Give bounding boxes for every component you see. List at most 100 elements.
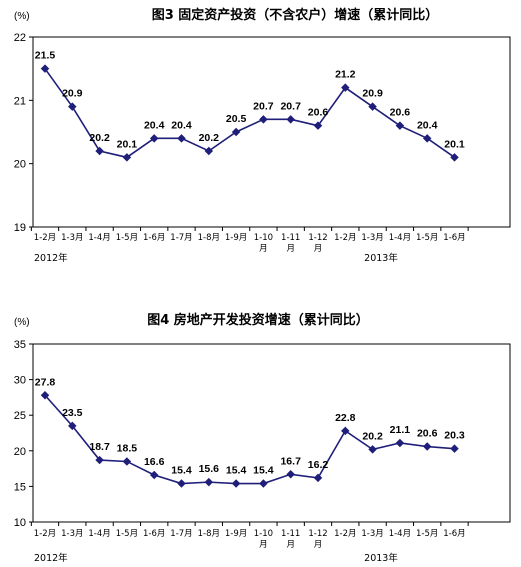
chart2-x-tick-label: 1-5月 bbox=[416, 529, 438, 539]
chart1-data-label: 20.4 bbox=[144, 119, 165, 131]
chart1-x-tick-label-wrap: 月 bbox=[259, 244, 268, 254]
chart1-data-point bbox=[122, 153, 132, 162]
chart2-x-tick-label-wrap: 月 bbox=[314, 540, 323, 550]
chart1-data-label: 20.9 bbox=[62, 88, 83, 100]
chart1-data-point bbox=[368, 102, 377, 111]
chart2-data-label: 16.6 bbox=[144, 456, 165, 468]
chart2-x-tick-label: 1-12 bbox=[308, 529, 327, 539]
chart2-data-point bbox=[450, 444, 459, 453]
chart1-data-label: 20.6 bbox=[390, 107, 411, 119]
chart2-year-label-2013: 2013年 bbox=[364, 552, 398, 564]
chart2-x-tick-label: 1-9月 bbox=[225, 529, 247, 539]
chart1-data-point bbox=[341, 83, 350, 92]
chart1-year-label-2012: 2012年 bbox=[34, 252, 68, 264]
chart1-data-point bbox=[95, 146, 104, 156]
chart2-x-tick-label: 1-6月 bbox=[443, 529, 465, 539]
chart2-x-tick-label: 1-3月 bbox=[361, 529, 383, 539]
chart1-data-label: 20.6 bbox=[308, 107, 329, 119]
chart2-data-label: 15.6 bbox=[199, 463, 220, 475]
chart2-data-point bbox=[122, 457, 132, 466]
chart2-data-label: 20.3 bbox=[444, 430, 465, 442]
chart2-data-label: 20.2 bbox=[362, 430, 383, 442]
chart2-data-label: 16.2 bbox=[308, 459, 329, 471]
chart2-y-tick-label: 15 bbox=[14, 481, 26, 493]
chart2-x-tick-label: 1-6月 bbox=[143, 529, 165, 539]
chart2-data-label: 20.6 bbox=[417, 428, 438, 440]
chart1-x-tick-label: 1-4月 bbox=[389, 233, 411, 243]
chart1-data-label: 20.5 bbox=[226, 113, 247, 125]
chart2-data-point bbox=[286, 470, 295, 479]
chart1-data-point bbox=[231, 127, 241, 137]
chart2-data-point bbox=[231, 479, 241, 488]
chart2-x-tick-label-wrap: 月 bbox=[286, 540, 295, 550]
chart1-x-tick-label: 1-5月 bbox=[116, 233, 138, 243]
chart2-data-label: 15.4 bbox=[226, 465, 247, 477]
chart1-x-tick-label: 1-6月 bbox=[443, 233, 465, 243]
chart1-data-label: 20.2 bbox=[199, 132, 220, 144]
chart1-x-tick-label: 1-8月 bbox=[198, 233, 220, 243]
chart1-data-label: 20.1 bbox=[444, 138, 465, 150]
chart1-title: 图3 固定资产投资（不含农户）增速（累计同比） bbox=[152, 7, 439, 23]
chart2-x-tick-label: 1-11 bbox=[281, 529, 300, 539]
chart1-data-label: 20.7 bbox=[253, 100, 274, 112]
chart1-data-point bbox=[286, 115, 295, 124]
chart1-data-label: 20.4 bbox=[417, 119, 438, 131]
chart1-x-tick-label: 1-3月 bbox=[361, 233, 383, 243]
chart2-x-tick-label: 1-2月 bbox=[334, 529, 356, 539]
chart1-data-label: 20.4 bbox=[171, 119, 192, 131]
chart2-data-point bbox=[341, 426, 350, 436]
chart2-title: 图4 房地产开发投资增速（累计同比） bbox=[147, 312, 369, 328]
chart1-x-tick-label: 1-10 bbox=[254, 233, 273, 243]
chart2-x-tick-label: 1-4月 bbox=[389, 529, 411, 539]
chart2-y-tick-label: 10 bbox=[14, 517, 26, 529]
chart1-x-tick-label: 1-7月 bbox=[170, 233, 192, 243]
chart2-x-tick-label-wrap: 月 bbox=[259, 540, 268, 550]
chart2-data-point bbox=[149, 470, 159, 480]
chart1-data-point bbox=[259, 115, 268, 124]
chart2-y-tick-label: 35 bbox=[14, 339, 26, 351]
chart1-x-tick-label: 1-11 bbox=[281, 233, 300, 243]
chart2-data-label: 16.7 bbox=[280, 455, 301, 467]
chart1-data-label: 20.7 bbox=[280, 100, 301, 112]
chart2-data-label: 22.8 bbox=[335, 412, 356, 424]
chart1-data-label: 20.2 bbox=[89, 132, 110, 144]
chart1-series-line bbox=[44, 68, 455, 159]
chart1-x-tick-label: 1-2月 bbox=[334, 233, 356, 243]
chart1-data-point bbox=[313, 121, 323, 130]
chart2-data-point bbox=[313, 473, 323, 483]
chart1-data-label: 21.2 bbox=[335, 69, 356, 81]
chart1-year-label-2013: 2013年 bbox=[364, 252, 398, 264]
chart2-x-tick-label: 1-4月 bbox=[88, 529, 110, 539]
chart1-y-tick-label: 19 bbox=[14, 222, 26, 234]
chart2-plot-frame bbox=[32, 343, 511, 523]
chart2-unit-label: (%) bbox=[14, 317, 30, 328]
chart2-data-point bbox=[68, 421, 77, 431]
chart1-x-tick-label-wrap: 月 bbox=[286, 244, 295, 254]
chart1-data-point bbox=[450, 153, 459, 162]
chart1-x-tick-label: 1-4月 bbox=[88, 233, 110, 243]
chart1-data-point bbox=[177, 134, 186, 143]
chart1-data-label: 20.1 bbox=[117, 138, 138, 150]
chart1-y-tick-label: 21 bbox=[14, 95, 26, 107]
chart1-y-tick-label: 20 bbox=[14, 159, 26, 171]
chart2-data-label: 27.8 bbox=[35, 376, 56, 388]
chart1-plot-frame bbox=[32, 36, 511, 228]
chart1-x-tick-label: 1-9月 bbox=[225, 233, 247, 243]
chart1-data-point bbox=[204, 146, 214, 156]
chart2-y-tick-label: 25 bbox=[14, 410, 26, 422]
chart2-data-point bbox=[40, 391, 50, 400]
chart2-data-label: 18.7 bbox=[89, 441, 110, 453]
chart1-data-point bbox=[68, 102, 77, 111]
chart1-x-tick-label: 1-5月 bbox=[416, 233, 438, 243]
chart2-data-point bbox=[422, 442, 432, 451]
chart2-year-label-2012: 2012年 bbox=[34, 552, 68, 564]
chart2-x-tick-label: 1-5月 bbox=[116, 529, 138, 539]
chart1-unit-label: (%) bbox=[14, 11, 30, 22]
chart2-data-point bbox=[259, 479, 268, 488]
chart2-x-tick-label: 1-2月 bbox=[34, 529, 56, 539]
chart2-data-point bbox=[95, 455, 104, 465]
chart2-data-point bbox=[395, 438, 405, 448]
chart1-data-label: 21.5 bbox=[35, 50, 56, 62]
chart2-data-label: 15.4 bbox=[171, 465, 192, 477]
